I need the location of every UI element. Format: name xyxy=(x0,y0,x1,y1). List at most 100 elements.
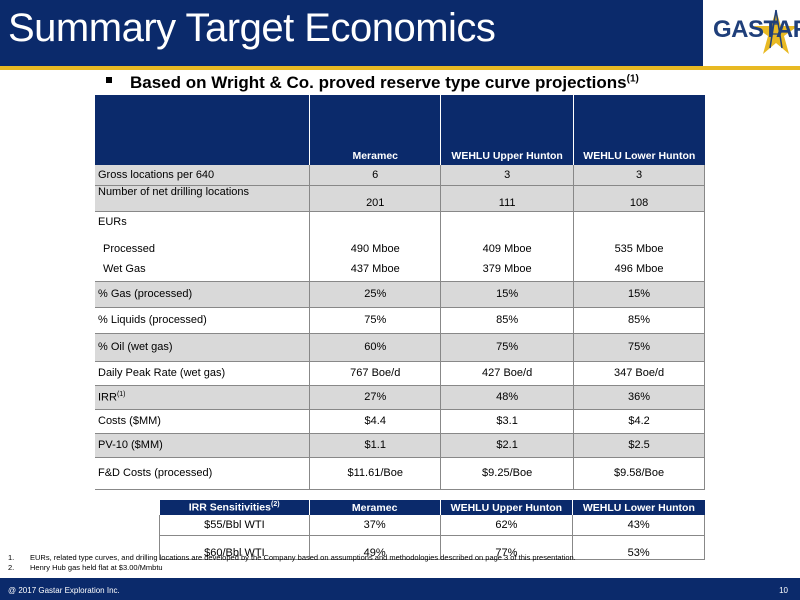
table-cell xyxy=(440,211,575,233)
table-row: Processed 490 Mboe 409 Mboe 535 Mboe xyxy=(95,233,705,257)
table-cell: 3 xyxy=(573,165,705,186)
header-cell xyxy=(95,95,311,165)
footer-bar: @ 2017 Gastar Exploration Inc. 10 xyxy=(0,578,800,600)
sensitivity-header-row: IRR Sensitivities(2) Meramec WEHLU Upper… xyxy=(159,500,705,515)
table-cell: 27% xyxy=(309,385,442,410)
table-cell: 36% xyxy=(573,385,705,410)
table-cell: 496 Mboe xyxy=(573,257,705,282)
table-cell: 75% xyxy=(309,307,442,334)
table-cell: 85% xyxy=(440,307,575,334)
row-label: $60/Bbl WTI xyxy=(159,535,310,560)
header-cell: WEHLU Upper Hunton xyxy=(440,500,574,515)
table-cell: 43% xyxy=(572,515,705,536)
row-label: Daily Peak Rate (wet gas) xyxy=(95,361,311,386)
table-cell: 111 xyxy=(440,185,575,212)
table-cell: 409 Mboe xyxy=(440,233,575,257)
row-label: % Oil (wet gas) xyxy=(95,333,311,362)
row-label: EURs xyxy=(95,211,311,233)
table-row: IRR(1) 27% 48% 36% xyxy=(95,385,705,410)
table-cell: 15% xyxy=(573,281,705,308)
footnote-number: 2. xyxy=(8,563,15,572)
footnote-text: EURs, related type curves, and drilling … xyxy=(30,553,576,562)
table-cell: 85% xyxy=(573,307,705,334)
table-row: % Oil (wet gas) 60% 75% 75% xyxy=(95,333,705,362)
irr-footnote-ref: (1) xyxy=(116,390,126,398)
table-row: PV-10 ($MM) $1.1 $2.1 $2.5 xyxy=(95,433,705,458)
table-cell: $3.1 xyxy=(440,409,575,434)
copyright-text: @ 2017 Gastar Exploration Inc. xyxy=(8,586,120,595)
table-row: Wet Gas 437 Mboe 379 Mboe 496 Mboe xyxy=(95,257,705,282)
table-cell: 48% xyxy=(440,385,575,410)
logo-wordmark: GASTAR xyxy=(713,16,800,43)
sensitivity-footnote-ref: (2) xyxy=(270,501,280,509)
table-row: $60/Bbl WTI 49% 77% 53% xyxy=(159,535,705,560)
table-row: F&D Costs (processed) $11.61/Boe $9.25/B… xyxy=(95,457,705,490)
table-cell: 15% xyxy=(440,281,575,308)
bullet-icon xyxy=(106,77,112,83)
table-cell: $4.4 xyxy=(309,409,442,434)
table-row: % Gas (processed) 25% 15% 15% xyxy=(95,281,705,308)
table-cell: 347 Boe/d xyxy=(573,361,705,386)
bullet-heading-text: Based on Wright & Co. proved reserve typ… xyxy=(130,73,627,92)
page-title: Summary Target Economics xyxy=(8,6,496,50)
footnote-text: Henry Hub gas held flat at $3.00/Mmbtu xyxy=(30,563,163,572)
table-cell: 60% xyxy=(309,333,442,362)
economics-table: Meramec WEHLU Upper Hunton WEHLU Lower H… xyxy=(95,95,705,490)
bullet-heading: Based on Wright & Co. proved reserve typ… xyxy=(130,73,639,93)
table-cell: $11.61/Boe xyxy=(309,457,442,490)
table-header-row: Meramec WEHLU Upper Hunton WEHLU Lower H… xyxy=(95,95,705,165)
page-number: 10 xyxy=(779,586,788,595)
row-label: % Gas (processed) xyxy=(95,281,311,308)
header-cell: Meramec xyxy=(309,95,442,165)
table-cell: $9.58/Boe xyxy=(573,457,705,490)
company-logo: GASTAR xyxy=(703,0,800,66)
row-label: $55/Bbl WTI xyxy=(159,515,310,536)
row-label: % Liquids (processed) xyxy=(95,307,311,334)
header-cell: IRR Sensitivities(2) xyxy=(159,500,310,515)
header-accent-line xyxy=(0,66,800,70)
table-row: Daily Peak Rate (wet gas) 767 Boe/d 427 … xyxy=(95,361,705,386)
table-cell: 75% xyxy=(573,333,705,362)
table-cell: 37% xyxy=(309,515,441,536)
row-label: PV-10 ($MM) xyxy=(95,433,311,458)
table-row: EURs xyxy=(95,211,705,233)
row-label: Number of net drilling locations xyxy=(95,185,311,212)
footnotes: 1. EURs, related type curves, and drilli… xyxy=(8,553,576,573)
table-cell: 53% xyxy=(572,535,705,560)
irr-label: IRR xyxy=(98,391,117,404)
table-cell: 535 Mboe xyxy=(573,233,705,257)
row-label: F&D Costs (processed) xyxy=(95,457,311,490)
table-cell xyxy=(573,211,705,233)
table-cell: $1.1 xyxy=(309,433,442,458)
table-cell: 62% xyxy=(440,515,574,536)
table-cell: 201 xyxy=(309,185,442,212)
table-cell: 77% xyxy=(440,535,574,560)
sensitivity-title: IRR Sensitivities xyxy=(188,501,271,514)
header-cell: WEHLU Upper Hunton xyxy=(440,95,575,165)
header-cell: WEHLU Lower Hunton xyxy=(573,95,705,165)
row-label: IRR(1) xyxy=(95,385,311,410)
table-row: Gross locations per 640 6 3 3 xyxy=(95,165,705,186)
header-bar: Summary Target Economics GASTAR xyxy=(0,0,800,66)
table-row: Number of net drilling locations 201 111… xyxy=(95,185,705,212)
table-cell: 6 xyxy=(309,165,442,186)
table-cell: $9.25/Boe xyxy=(440,457,575,490)
table-cell: $2.5 xyxy=(573,433,705,458)
table-cell: 427 Boe/d xyxy=(440,361,575,386)
row-label: Processed xyxy=(95,233,311,257)
table-cell: 3 xyxy=(440,165,575,186)
table-cell: 767 Boe/d xyxy=(309,361,442,386)
row-label: Wet Gas xyxy=(95,257,311,282)
row-label: Costs ($MM) xyxy=(95,409,311,434)
header-cell: Meramec xyxy=(309,500,441,515)
footnote: 1. EURs, related type curves, and drilli… xyxy=(8,553,576,563)
table-cell: 25% xyxy=(309,281,442,308)
table-cell xyxy=(309,211,442,233)
table-row: $55/Bbl WTI 37% 62% 43% xyxy=(159,515,705,536)
table-row: Costs ($MM) $4.4 $3.1 $4.2 xyxy=(95,409,705,434)
table-cell: 75% xyxy=(440,333,575,362)
table-cell: 49% xyxy=(309,535,441,560)
bullet-footnote-ref: (1) xyxy=(626,73,639,85)
footnote: 2. Henry Hub gas held flat at $3.00/Mmbt… xyxy=(8,563,576,573)
table-cell: $4.2 xyxy=(573,409,705,434)
